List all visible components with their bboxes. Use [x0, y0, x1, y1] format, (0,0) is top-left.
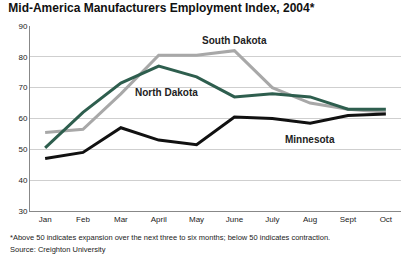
svg-text:Oct: Oct — [380, 215, 393, 224]
svg-text:July: July — [265, 215, 279, 224]
svg-text:Aug: Aug — [303, 215, 317, 224]
svg-text:90: 90 — [18, 22, 27, 31]
svg-text:May: May — [189, 215, 204, 224]
svg-text:North Dakota: North Dakota — [135, 87, 198, 98]
svg-text:40: 40 — [18, 176, 27, 185]
svg-text:June: June — [226, 215, 244, 224]
svg-text:60: 60 — [18, 114, 27, 123]
svg-text:Jan: Jan — [39, 215, 52, 224]
svg-text:Source: Creighton University: Source: Creighton University — [10, 245, 106, 254]
svg-text:30: 30 — [18, 207, 27, 216]
svg-text:Mar: Mar — [114, 215, 128, 224]
svg-text:April: April — [151, 215, 167, 224]
svg-text:*Above 50 indicates expansion: *Above 50 indicates expansion over the n… — [10, 233, 330, 242]
svg-text:80: 80 — [18, 53, 27, 62]
svg-text:Sept: Sept — [340, 215, 357, 224]
svg-text:Minnesota: Minnesota — [285, 134, 335, 145]
svg-text:South Dakota: South Dakota — [202, 35, 267, 46]
svg-text:Mid-America Manufacturers Empl: Mid-America Manufacturers Employment Ind… — [8, 1, 314, 15]
svg-text:70: 70 — [18, 83, 27, 92]
svg-text:50: 50 — [18, 145, 27, 154]
svg-text:Feb: Feb — [76, 215, 90, 224]
